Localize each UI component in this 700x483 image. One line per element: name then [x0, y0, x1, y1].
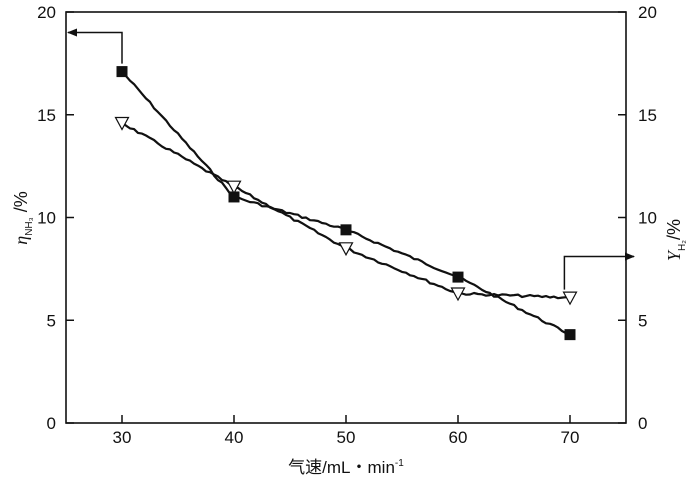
- y-axis-label-symbol: η: [11, 236, 31, 245]
- x-tick-label: 40: [225, 428, 244, 447]
- series-layer: [114, 66, 578, 341]
- y-axis-ticks: 0 5 10 15 20: [37, 3, 74, 433]
- x-axis-ticks: 30 40 50 60 70: [113, 415, 580, 447]
- y2-tick-label: 10: [638, 209, 657, 228]
- y-axis-label-subscript: NH₃: [24, 217, 35, 236]
- right-axis-pointer-arrow: [563, 252, 635, 290]
- y2-tick-label: 0: [638, 414, 647, 433]
- x-tick-label: 60: [449, 428, 468, 447]
- y2-tick-label: 5: [638, 311, 647, 330]
- series-2-line: [121, 122, 571, 300]
- data-point-square: [340, 224, 352, 236]
- y2-axis-label-unit: /%: [664, 219, 684, 240]
- x-axis-unit-superscript: -1: [395, 458, 404, 469]
- x-axis-label: 气速/mL・min: [288, 458, 395, 477]
- x-tick-label: 30: [113, 428, 132, 447]
- y2-tick-label: 15: [638, 106, 657, 125]
- y2-axis-ticks: 0 5 10 15 20: [618, 3, 657, 433]
- data-point-triangle: [450, 287, 466, 302]
- x-tick-label: 70: [561, 428, 580, 447]
- data-point-square: [452, 271, 464, 283]
- y2-axis-label-symbol: Y: [664, 249, 684, 261]
- data-point-square: [116, 66, 128, 78]
- data-point-triangle: [226, 180, 242, 195]
- y-axis-label-unit: /%: [11, 191, 31, 217]
- left-axis-pointer-arrow: [67, 28, 123, 64]
- series-2: [114, 116, 578, 306]
- data-point-square: [564, 329, 576, 341]
- y-tick-label: 5: [47, 311, 56, 330]
- y-tick-label: 20: [37, 3, 56, 22]
- y2-tick-label: 20: [638, 3, 657, 22]
- y2-axis-title: YH₂/%: [664, 219, 688, 261]
- plot-frame: [65, 11, 627, 424]
- y-tick-label: 0: [47, 414, 56, 433]
- data-point-triangle: [338, 242, 354, 257]
- annotation-layer: [67, 28, 635, 290]
- x-tick-label: 50: [337, 428, 356, 447]
- y-tick-label: 15: [37, 106, 56, 125]
- y-tick-label: 10: [37, 209, 56, 228]
- data-point-triangle: [562, 291, 578, 306]
- x-axis-title: 气速/mL・min-1: [288, 458, 404, 477]
- y-axis-title: ηNH₃ /%: [11, 191, 35, 244]
- series-1: [116, 66, 576, 341]
- data-point-triangle: [114, 116, 130, 131]
- y2-axis-label-subscript: H₂: [677, 240, 688, 251]
- data-point-square: [228, 191, 240, 203]
